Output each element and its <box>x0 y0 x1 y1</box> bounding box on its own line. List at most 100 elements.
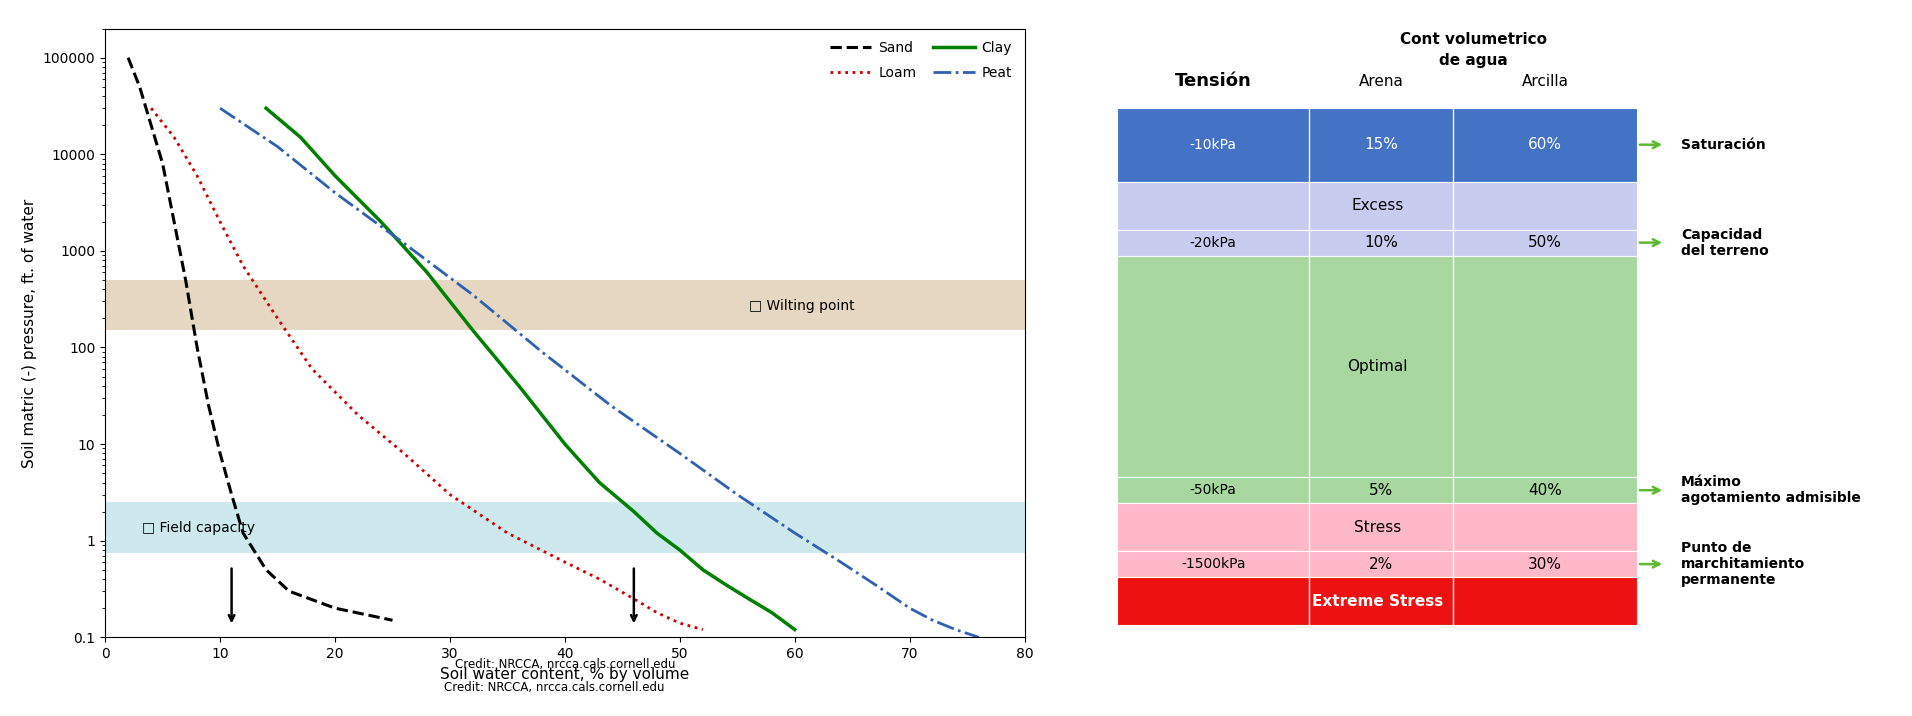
Text: Arcilla: Arcilla <box>1522 74 1568 90</box>
Peat <box>266 142 289 151</box>
Text: Capacidad
del terreno: Capacidad del terreno <box>1681 228 1769 258</box>
Bar <box>1117 108 1637 182</box>
Bar <box>1117 182 1637 230</box>
Loam <box>392 449 415 458</box>
Peat <box>598 402 621 410</box>
Text: -1500kPa: -1500kPa <box>1182 557 1245 571</box>
Loam <box>495 528 518 537</box>
Clay <box>761 609 784 617</box>
Text: 10%: 10% <box>1365 235 1398 250</box>
Loam <box>300 364 323 373</box>
Text: 30%: 30% <box>1528 556 1562 571</box>
Sand <box>208 449 231 458</box>
Text: Optimal: Optimal <box>1346 359 1407 374</box>
Text: Arena: Arena <box>1359 74 1403 90</box>
Sand <box>323 604 346 612</box>
Text: 15%: 15% <box>1365 137 1398 153</box>
Sand <box>174 276 197 284</box>
Sand <box>231 528 254 537</box>
Clay <box>461 326 484 335</box>
Bar <box>1117 503 1637 551</box>
Bar <box>1117 577 1637 625</box>
Text: Cont volumetrico: Cont volumetrico <box>1400 32 1547 47</box>
Text: Credit: NRCCA, nrcca.cals.cornell.edu: Credit: NRCCA, nrcca.cals.cornell.edu <box>444 681 665 694</box>
Clay <box>692 566 715 574</box>
Text: Máximo
agotamiento admisible: Máximo agotamiento admisible <box>1681 475 1860 505</box>
Sand <box>220 490 243 499</box>
Clay <box>369 218 392 226</box>
Peat <box>461 291 484 299</box>
Bar <box>1117 256 1637 478</box>
Clay <box>623 507 646 516</box>
Sand <box>140 121 163 130</box>
Clay <box>587 478 610 487</box>
Peat <box>392 239 415 248</box>
Loam <box>163 133 185 142</box>
Loam <box>231 261 254 270</box>
Clay <box>646 528 669 537</box>
Peat <box>899 604 922 612</box>
Sand <box>197 402 220 410</box>
Line: Sand: Sand <box>128 58 392 620</box>
Loam <box>346 411 369 420</box>
Bar <box>105 280 1025 331</box>
Peat <box>727 490 750 499</box>
Loam <box>438 490 461 499</box>
Loam <box>553 558 576 566</box>
Peat <box>864 581 887 589</box>
Sand <box>254 566 277 574</box>
Loam <box>208 218 231 226</box>
Line: Peat: Peat <box>220 108 979 637</box>
Text: 50%: 50% <box>1528 235 1562 250</box>
Sand <box>380 616 403 624</box>
Text: Saturación: Saturación <box>1681 137 1767 152</box>
Text: Punto de
marchitamiento
permanente: Punto de marchitamiento permanente <box>1681 541 1805 587</box>
Sand <box>185 343 208 352</box>
Loam <box>587 575 610 584</box>
Clay <box>553 440 576 448</box>
Loam <box>140 104 163 112</box>
Bar <box>105 502 1025 553</box>
Legend: Sand, Loam, Clay, Peat: Sand, Loam, Clay, Peat <box>824 36 1017 86</box>
Clay <box>289 133 312 142</box>
Bar <box>1117 230 1637 256</box>
Bar <box>1117 478 1637 503</box>
Text: de agua: de agua <box>1438 53 1507 68</box>
Sand <box>117 54 140 62</box>
Loam <box>266 314 289 323</box>
Text: 60%: 60% <box>1528 137 1562 153</box>
Clay <box>715 581 738 589</box>
Text: -10kPa: -10kPa <box>1189 137 1237 152</box>
Sand <box>128 82 151 91</box>
Text: 5%: 5% <box>1369 483 1394 498</box>
Peat <box>945 625 967 634</box>
Text: Tensión: Tensión <box>1174 72 1252 90</box>
Loam <box>646 609 669 617</box>
Text: 2%: 2% <box>1369 556 1394 571</box>
Line: Loam: Loam <box>151 108 704 629</box>
Peat <box>323 188 346 197</box>
Text: -50kPa: -50kPa <box>1189 483 1237 497</box>
Clay <box>784 625 807 634</box>
Y-axis label: Soil matric (-) pressure, ft. of water: Soil matric (-) pressure, ft. of water <box>23 198 36 468</box>
Sand <box>277 587 300 596</box>
Loam <box>185 171 208 180</box>
X-axis label: Soil water content, % by volume: Soil water content, % by volume <box>440 667 690 682</box>
Text: Extreme Stress: Extreme Stress <box>1312 594 1444 609</box>
Clay <box>507 382 530 390</box>
Text: □ Field capacity: □ Field capacity <box>141 521 254 535</box>
Sand <box>163 218 185 226</box>
Peat <box>530 347 553 356</box>
Clay <box>738 594 761 603</box>
Text: Excess: Excess <box>1352 198 1403 213</box>
Bar <box>1117 551 1637 577</box>
Peat <box>784 528 807 537</box>
Sand <box>151 160 174 168</box>
Peat <box>922 616 945 624</box>
Clay <box>669 546 692 554</box>
Text: Stress: Stress <box>1354 520 1401 535</box>
Text: Credit: NRCCA, nrcca.cals.cornell.edu: Credit: NRCCA, nrcca.cals.cornell.edu <box>455 658 675 671</box>
Text: 40%: 40% <box>1528 483 1562 498</box>
Peat <box>830 558 853 566</box>
Line: Clay: Clay <box>266 108 795 629</box>
